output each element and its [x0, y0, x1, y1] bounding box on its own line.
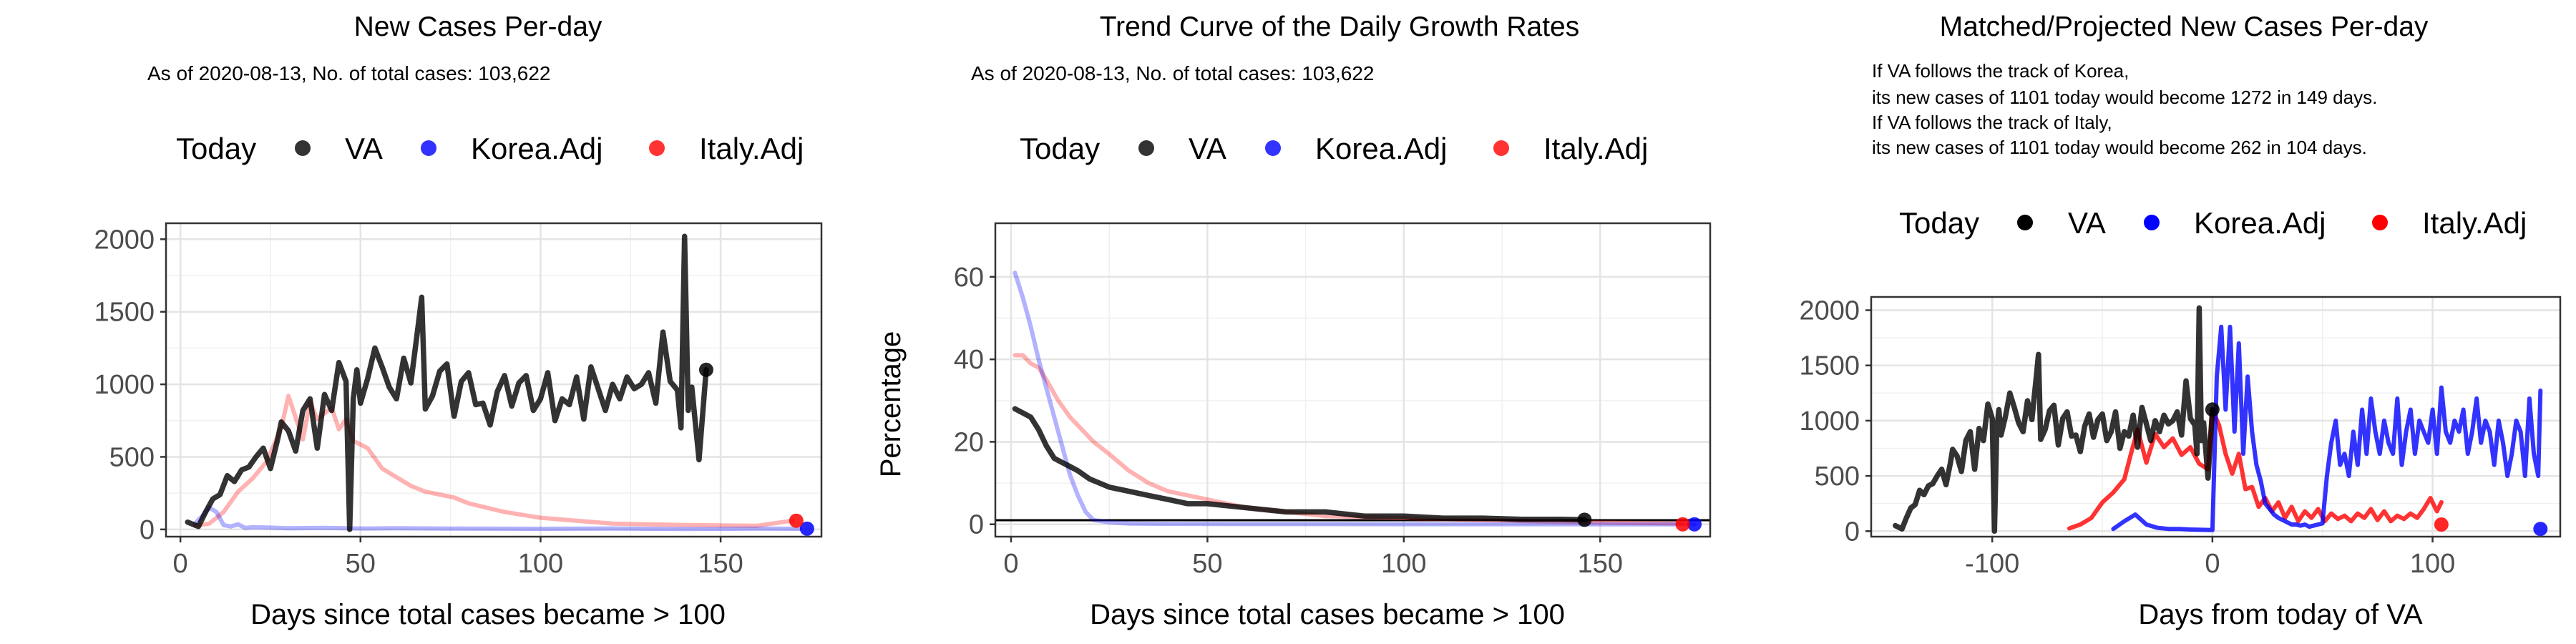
y-tick-label: 1000: [1799, 406, 1860, 436]
y-tick-label: 500: [109, 442, 155, 472]
y-tick-label: 1500: [94, 298, 155, 328]
x-axis-label: Days since total cases became > 100: [1090, 599, 1565, 630]
x-tick-label: 0: [1003, 549, 1018, 579]
x-tick-label: 0: [2205, 549, 2220, 579]
panel-title: Matched/Projected New Cases Per-day: [1940, 11, 2429, 42]
panel-growth-rates: Trend Curve of the Daily Growth Rates As…: [875, 11, 1712, 630]
x-tick-label: 100: [518, 549, 563, 579]
x-tick-label: 150: [698, 549, 743, 579]
panel-subtitle-line: If VA follows the track of Korea,: [1872, 60, 2129, 82]
today-point-italy-adj: [789, 513, 804, 528]
legend-title: Today: [1899, 206, 1979, 240]
series-line-korea-adj: [192, 505, 802, 532]
legend-label-korea: Korea.Adj: [2194, 206, 2326, 240]
legend-label-va: VA: [345, 132, 383, 165]
legend-label-italy: Italy.Adj: [699, 132, 804, 165]
y-tick-label: 0: [1845, 517, 1860, 547]
x-tick-label: 150: [1578, 549, 1623, 579]
panel-matched-projected: Matched/Projected New Cases Per-day If V…: [1799, 11, 2562, 630]
legend-key-korea: [2144, 215, 2160, 230]
panel-subtitle-line: its new cases of 1101 today would become…: [1872, 87, 2377, 108]
plot-border: [994, 222, 1712, 538]
legend-key-italy: [1493, 140, 1509, 156]
legend: Today VA Korea.Adj Italy.Adj: [1899, 206, 2527, 240]
y-tick-label: 0: [969, 510, 984, 540]
today-point-korea-adj: [799, 521, 814, 536]
legend-key-korea: [1265, 140, 1281, 156]
x-tick-label: 50: [1192, 549, 1222, 579]
legend-key-va: [295, 140, 311, 156]
panel-title: Trend Curve of the Daily Growth Rates: [1100, 11, 1579, 42]
y-tick-label: 2000: [94, 225, 155, 255]
plot-area: 0 50 100 150 0 20 40 60: [954, 222, 1712, 579]
legend: Today VA Korea.Adj Italy.Adj: [1020, 132, 1648, 165]
legend-title: Today: [1020, 132, 1100, 165]
x-axis-label: Days from today of VA: [2138, 599, 2423, 630]
series-line-korea-adj: [1013, 270, 1697, 527]
panel-subtitle: As of 2020-08-13, No. of total cases: 10…: [147, 62, 550, 84]
x-tick-label: 50: [346, 549, 376, 579]
legend-label-va: VA: [1189, 132, 1226, 165]
y-tick-label: 1500: [1799, 351, 1860, 381]
today-point-korea-adj: [1687, 517, 1702, 532]
series-line-korea-adj: [2111, 324, 2543, 532]
legend-title: Today: [176, 132, 256, 165]
legend-label-italy: Italy.Adj: [2422, 206, 2527, 240]
x-tick-label: 100: [2410, 549, 2455, 579]
x-axis-label: Days since total cases became > 100: [250, 599, 726, 630]
x-tick-label: -100: [1965, 549, 2019, 579]
series-line-va: [1012, 406, 1588, 523]
y-tick-label: 20: [954, 427, 984, 457]
today-point-italy-adj: [2434, 517, 2449, 532]
x-tick-label: 0: [173, 549, 188, 579]
plot-border: [165, 222, 823, 538]
legend-label-italy: Italy.Adj: [1543, 132, 1648, 165]
today-point-va: [698, 362, 713, 377]
today-point-korea-adj: [2533, 522, 2548, 537]
today-point-italy-adj: [1675, 517, 1690, 532]
y-tick-label: 500: [1815, 462, 1860, 492]
legend-key-va: [1138, 140, 1154, 156]
panel-subtitle-line: its new cases of 1101 today would become…: [1872, 137, 2367, 158]
legend-label-korea: Korea.Adj: [471, 132, 602, 165]
legend-key-italy: [649, 140, 665, 156]
series-line-italy-adj: [192, 394, 795, 528]
legend-label-va: VA: [2068, 206, 2106, 240]
plot-border: [1870, 296, 2562, 538]
panel-subtitle-line: If VA follows the track of Italy,: [1872, 112, 2112, 133]
plot-background: [995, 223, 1710, 537]
today-point-va: [2205, 402, 2220, 417]
y-axis-label: Percentage: [875, 331, 907, 478]
y-tick-label: 1000: [94, 370, 155, 400]
series-line-va: [185, 233, 709, 532]
y-tick-label: 40: [954, 345, 984, 375]
y-tick-label: 0: [140, 515, 155, 545]
y-tick-label: 60: [954, 263, 984, 293]
series-line-va: [1893, 305, 2215, 535]
y-tick-label: 2000: [1799, 296, 1860, 326]
legend-key-korea: [421, 140, 436, 156]
legend: Today VA Korea.Adj Italy.Adj: [176, 132, 804, 165]
legend-key-va: [2017, 215, 2033, 230]
panel-title: New Cases Per-day: [354, 11, 602, 42]
series-line-italy-adj: [2067, 407, 2444, 531]
legend-label-korea: Korea.Adj: [1315, 132, 1447, 165]
legend-key-italy: [2372, 215, 2388, 230]
panel-new-cases: New Cases Per-day As of 2020-08-13, No. …: [94, 11, 823, 630]
today-point-va: [1577, 512, 1592, 527]
plot-background: [166, 223, 821, 537]
x-tick-label: 100: [1381, 549, 1426, 579]
panel-subtitle: As of 2020-08-13, No. of total cases: 10…: [971, 62, 1374, 84]
